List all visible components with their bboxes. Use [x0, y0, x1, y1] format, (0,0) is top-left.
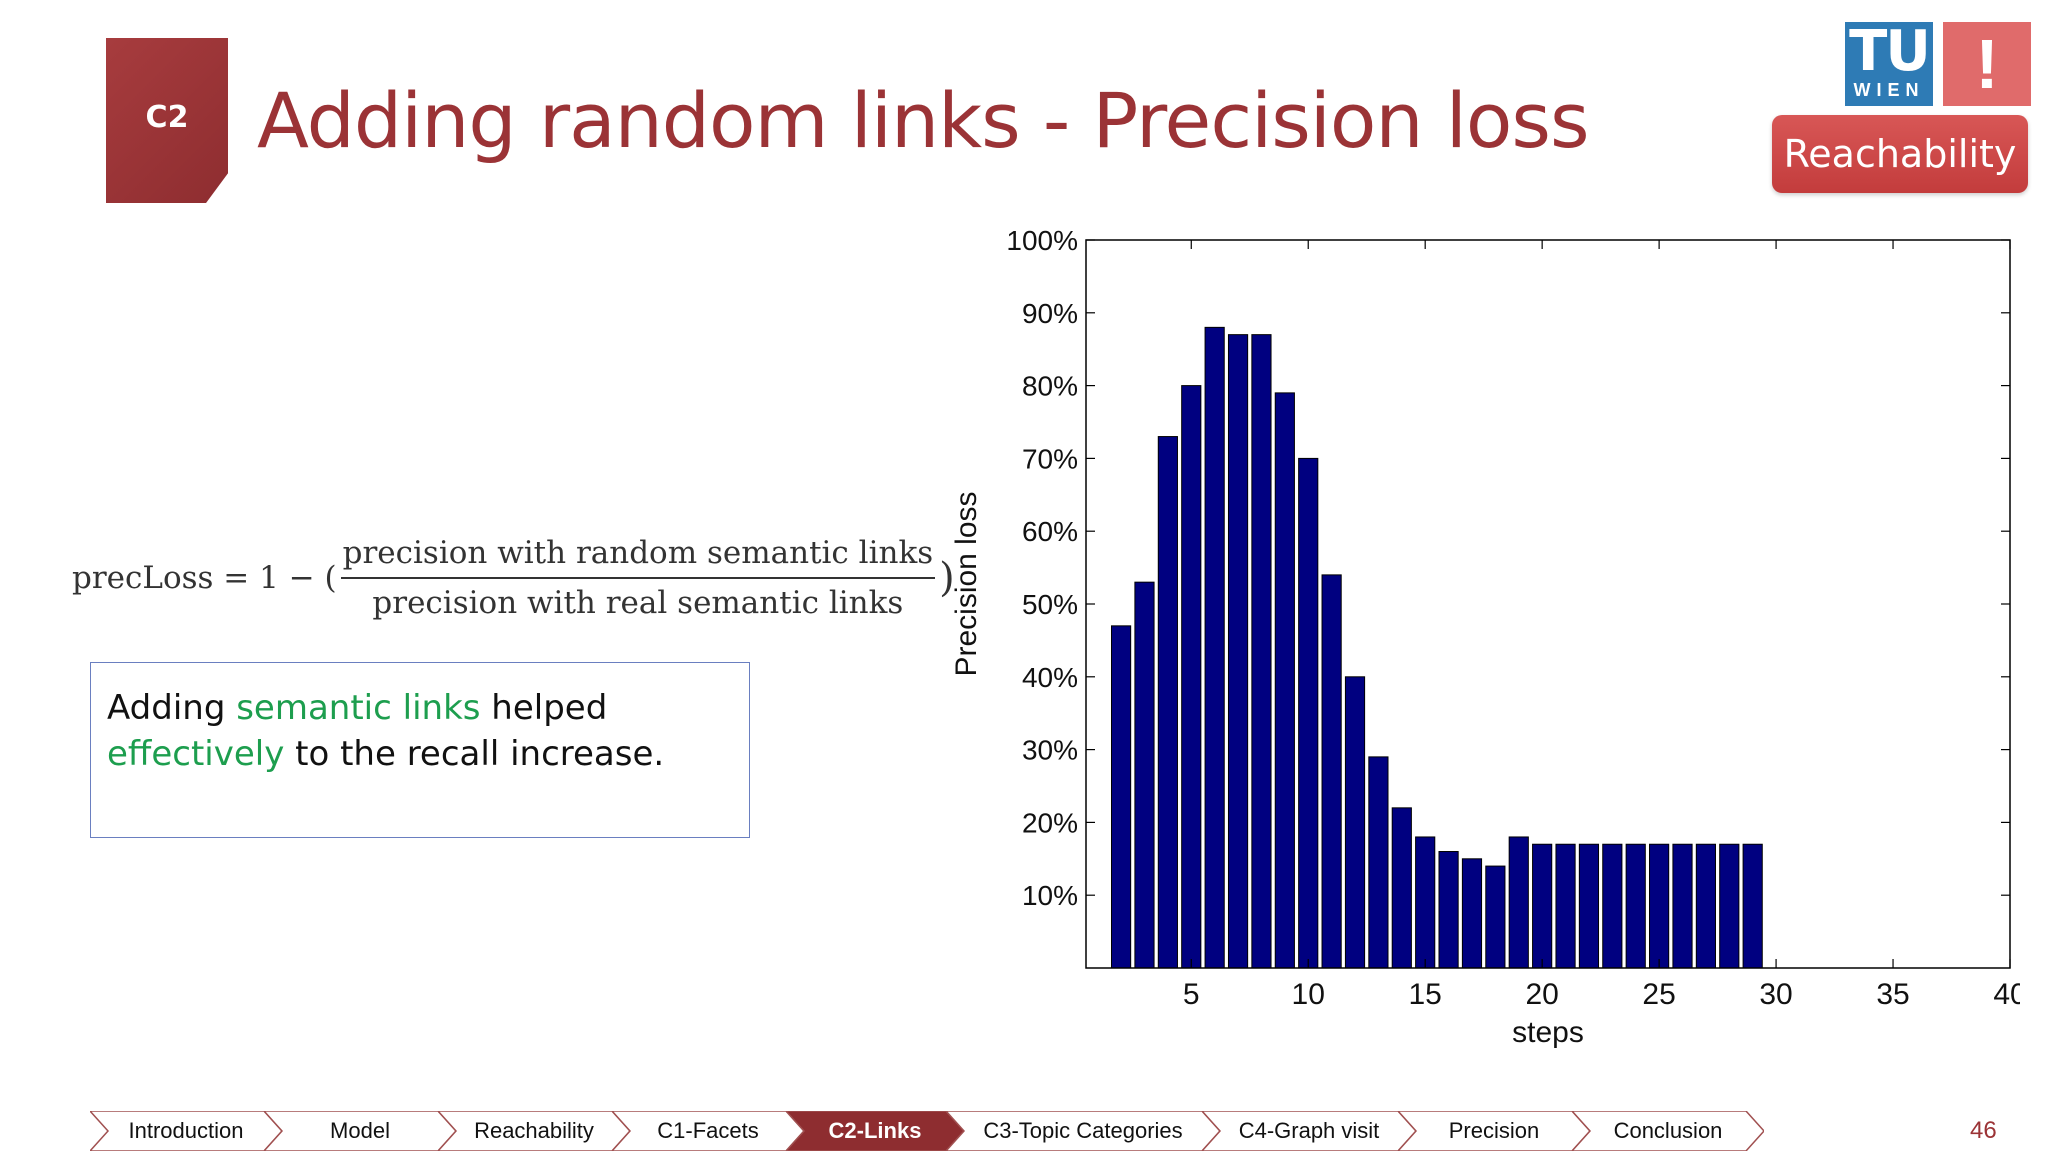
nav-item-introduction[interactable]: Introduction — [90, 1111, 282, 1151]
bar — [1415, 836, 1436, 969]
bar — [1368, 756, 1389, 969]
bar — [1321, 574, 1342, 969]
exclamation-icon: ! — [1943, 22, 2031, 106]
nav-item-c3-topic-categories[interactable]: C3-Topic Categories — [946, 1111, 1220, 1151]
bar — [1298, 457, 1319, 969]
formula-numerator: precision with random semantic links — [340, 535, 936, 579]
precloss-formula: precLoss = 1 − ( precision with random s… — [72, 535, 955, 621]
note-highlight-effectively: effectively — [107, 734, 285, 774]
bar — [1602, 843, 1623, 969]
formula-denominator: precision with real semantic links — [372, 585, 904, 621]
tu-wien-logo: TU WIEN — [1845, 22, 1933, 106]
section-tag-label: C2 — [145, 100, 189, 135]
bar — [1719, 843, 1740, 969]
bar — [1672, 843, 1693, 969]
section-tag: C2 — [106, 38, 228, 203]
note-box: Adding semantic links helped effectively… — [90, 662, 750, 838]
bar — [1204, 326, 1225, 969]
bar — [1649, 843, 1670, 969]
bar — [1695, 843, 1716, 969]
y-tick-label: 30% — [1022, 735, 1078, 766]
nav-item-label: Precision — [1448, 1118, 1540, 1143]
x-tick-label: 25 — [1642, 978, 1675, 1011]
nav-item-label: C2-Links — [828, 1118, 922, 1143]
nav-item-label: Introduction — [128, 1118, 244, 1143]
bar — [1742, 843, 1763, 969]
bar — [1344, 676, 1366, 969]
note-text-1: Adding — [107, 688, 237, 728]
nav-item-c1-facets[interactable]: C1-Facets — [612, 1111, 804, 1151]
x-tick-label: 10 — [1292, 978, 1325, 1011]
y-tick-label: 70% — [1022, 443, 1078, 474]
y-tick-label: 60% — [1022, 516, 1078, 547]
logo-tu-text: TU — [1849, 19, 1931, 84]
bar — [1508, 836, 1529, 969]
x-tick-label: 40 — [1993, 978, 2020, 1011]
note-highlight-semantic-links: semantic links — [236, 688, 481, 728]
y-tick-label: 100% — [1006, 225, 1078, 256]
y-tick-label: 80% — [1022, 371, 1078, 402]
precision-loss-bar-chart: 10% 20% 30% 40% 50% 60% 70% 80% 90% 100% 5 10 15 20 25… — [950, 225, 2020, 1049]
bar — [1438, 851, 1459, 969]
nav-item-reachability[interactable]: Reachability — [438, 1111, 630, 1151]
nav-item-label: C3-Topic Categories — [983, 1118, 1183, 1143]
y-tick-label: 40% — [1022, 662, 1078, 693]
page-number: 46 — [1970, 1117, 1997, 1144]
note-text-3: to the recall increase. — [284, 734, 665, 774]
page-title: Adding random links - Precision loss — [257, 76, 1590, 165]
nav-item-label: Reachability — [474, 1118, 594, 1143]
bar — [1578, 843, 1600, 969]
formula-rhs: ) — [939, 555, 955, 601]
bar — [1134, 581, 1155, 969]
nav-item-label: Model — [330, 1118, 390, 1143]
nav-item-c2-links[interactable]: C2-Links — [786, 1111, 964, 1151]
bar — [1485, 865, 1506, 969]
y-tick-label: 50% — [1022, 589, 1078, 620]
y-axis-label: Precision loss — [950, 491, 983, 676]
x-tick-label: 20 — [1525, 978, 1558, 1011]
formula-fraction: precision with random semantic links pre… — [340, 535, 936, 621]
bar — [1157, 436, 1178, 969]
nav-item-label: Conclusion — [1613, 1118, 1723, 1143]
x-tick-label: 30 — [1759, 978, 1792, 1011]
bar — [1461, 858, 1483, 969]
y-tick-label: 10% — [1022, 880, 1078, 911]
nav-item-conclusion[interactable]: Conclusion — [1572, 1111, 1764, 1151]
bar — [1274, 392, 1295, 969]
y-tick-label: 20% — [1022, 807, 1078, 838]
bar — [1227, 334, 1249, 969]
x-tick-label: 35 — [1876, 978, 1909, 1011]
x-tick-label: 15 — [1409, 978, 1442, 1011]
y-tick-label: 90% — [1022, 298, 1078, 329]
bar — [1555, 843, 1576, 969]
formula-lhs: precLoss = 1 − ( — [72, 560, 337, 596]
logo-wien-text: WIEN — [1853, 80, 1925, 100]
nav-item-label: C1-Facets — [657, 1118, 759, 1143]
reachability-section-button[interactable]: Reachability — [1772, 115, 2028, 193]
x-tick-label: 5 — [1183, 978, 1200, 1011]
bar — [1110, 625, 1132, 969]
nav-item-c4-graph-visit[interactable]: C4-Graph visit — [1202, 1111, 1416, 1151]
bar — [1251, 334, 1272, 969]
nav-item-label: C4-Graph visit — [1238, 1118, 1380, 1143]
note-text-2: helped — [480, 688, 608, 728]
nav-item-precision[interactable]: Precision — [1398, 1111, 1590, 1151]
nav-item-model[interactable]: Model — [264, 1111, 456, 1151]
bar — [1391, 807, 1412, 969]
bar — [1625, 843, 1646, 969]
bar — [1532, 843, 1553, 969]
bar — [1181, 385, 1202, 969]
x-axis-label: steps — [1512, 1016, 1584, 1049]
